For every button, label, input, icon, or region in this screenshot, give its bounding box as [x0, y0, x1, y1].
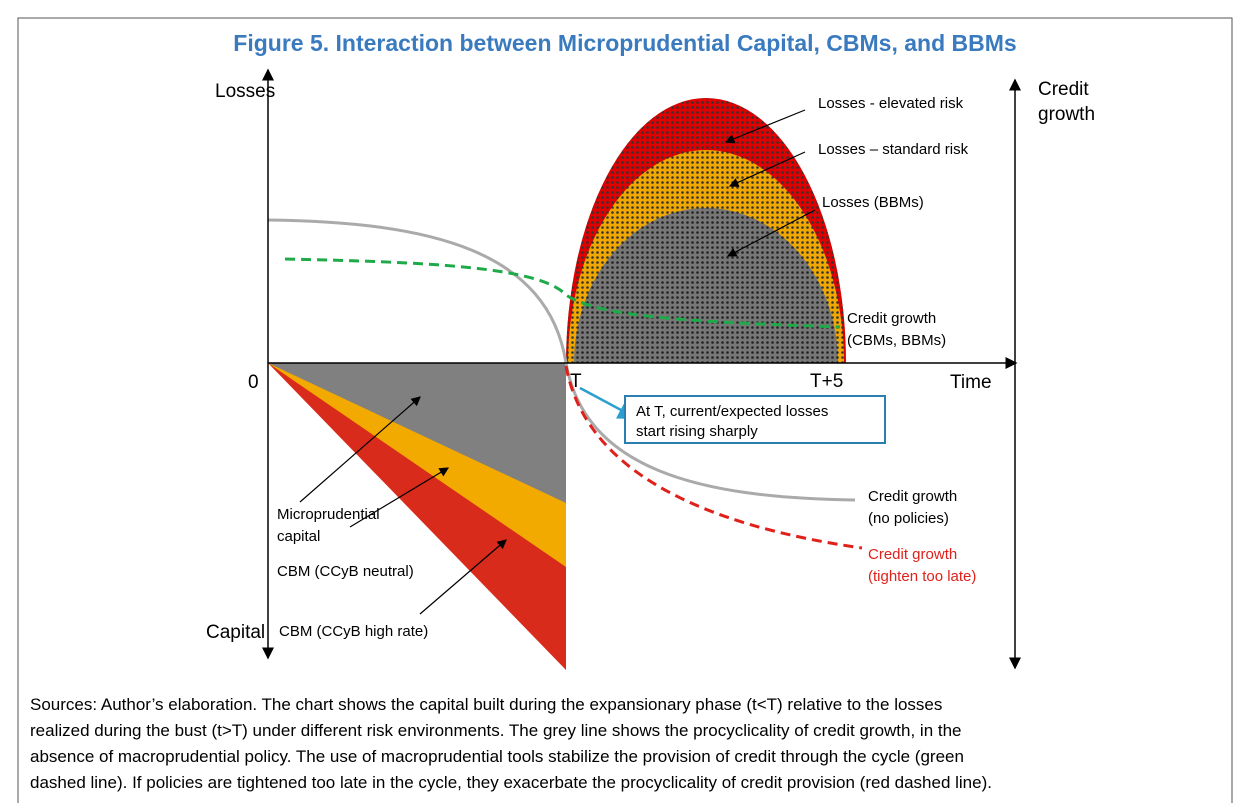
label: Microprudential — [277, 506, 380, 523]
axis-label: Credit — [1038, 79, 1089, 100]
credit-late — [564, 365, 863, 550]
pointer — [726, 209, 816, 257]
caption: dashed line). If policies are tightened … — [30, 773, 992, 792]
label: Losses – standard risk — [818, 141, 969, 158]
axis-label: Losses — [215, 81, 275, 102]
axis-label: 0 — [248, 372, 259, 393]
axis-label: growth — [1038, 104, 1095, 125]
label: Losses - elevated risk — [818, 95, 964, 112]
title: Figure 5. Interaction between Microprude… — [233, 30, 1016, 56]
caption: realized during the bust (t>T) under dif… — [30, 721, 962, 740]
label: Credit growth — [847, 310, 936, 327]
annotation: start rising sharply — [636, 423, 758, 440]
caption: Sources: Author’s elaboration. The chart… — [30, 695, 942, 714]
pointer — [419, 539, 507, 615]
triangle-micro — [268, 363, 566, 503]
pointer — [299, 396, 421, 503]
label: Losses (BBMs) — [822, 194, 924, 211]
pointer — [724, 109, 806, 144]
label: (no policies) — [868, 510, 949, 527]
label: capital — [277, 528, 320, 545]
label: CBM (CCyB neutral) — [277, 563, 414, 580]
annotation-box — [624, 395, 886, 444]
axis-label: Capital — [206, 622, 265, 643]
frame — [17, 17, 1233, 803]
pointer — [728, 151, 806, 187]
label: Credit growth — [868, 488, 957, 505]
caption: absence of macroprudential policy. The u… — [30, 747, 964, 766]
axis-label: T — [570, 371, 582, 392]
credit-cbm — [284, 257, 841, 329]
label: Credit growth — [868, 546, 957, 563]
label: CBM (CCyB high rate) — [279, 623, 428, 640]
axis-label: Time — [950, 372, 992, 393]
pointer — [349, 467, 450, 528]
label: (tighten too late) — [868, 568, 976, 585]
axis-label: T+5 — [810, 371, 843, 392]
annotation: At T, current/expected losses — [636, 403, 828, 420]
label: (CBMs, BBMs) — [847, 332, 946, 349]
